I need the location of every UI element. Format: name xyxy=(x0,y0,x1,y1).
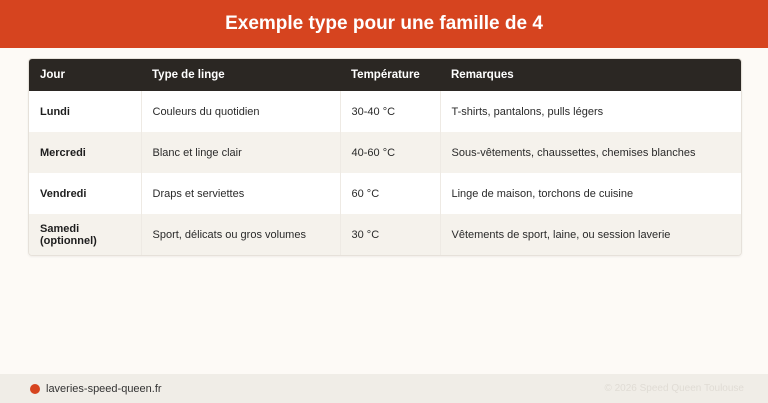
cell-type: Couleurs du quotidien xyxy=(141,91,341,132)
copyright: © 2026 Speed Queen Toulouse xyxy=(604,383,744,394)
column-header-type: Type de linge xyxy=(141,59,340,91)
schedule-table: Jour Type de linge Température Remarques… xyxy=(28,58,742,256)
cell-type: Blanc et linge clair xyxy=(141,132,341,173)
cell-temperature: 60 °C xyxy=(340,173,441,214)
cell-temperature: 30 °C xyxy=(340,214,441,255)
cell-remarks: T-shirts, pantalons, pulls légers xyxy=(440,91,741,132)
column-header-jour: Jour xyxy=(29,59,141,91)
table-header-row: Jour Type de linge Température Remarques xyxy=(29,59,741,91)
table-row: Lundi Couleurs du quotidien 30-40 °C T-s… xyxy=(29,91,741,132)
cell-type: Sport, délicats ou gros volumes xyxy=(141,214,341,255)
table-row: Vendredi Draps et serviettes 60 °C Linge… xyxy=(29,173,741,214)
cell-type: Draps et serviettes xyxy=(141,173,341,214)
column-header-remarques: Remarques xyxy=(440,59,741,91)
site-link[interactable]: laveries-speed-queen.fr xyxy=(46,382,162,395)
cell-temperature: 40-60 °C xyxy=(340,132,441,173)
table-row: Mercredi Blanc et linge clair 40-60 °C S… xyxy=(29,132,741,173)
cell-remarks: Linge de maison, torchons de cuisine xyxy=(440,173,741,214)
cell-temperature: 30-40 °C xyxy=(340,91,441,132)
table-row: Samedi (optionnel) Sport, délicats ou gr… xyxy=(29,214,741,255)
cell-remarks: Sous-vêtements, chaussettes, chemises bl… xyxy=(440,132,741,173)
brand-dot-icon xyxy=(30,383,40,394)
cell-day: Lundi xyxy=(29,91,142,132)
page-header: Exemple type pour une famille de 4 xyxy=(0,0,768,48)
cell-day: Mercredi xyxy=(29,132,142,173)
cell-day: Vendredi xyxy=(29,173,142,214)
cell-day: Samedi (optionnel) xyxy=(29,214,142,255)
page-title: Exemple type pour une famille de 4 xyxy=(225,13,543,34)
cell-remarks: Vêtements de sport, laine, ou session la… xyxy=(440,214,741,255)
column-header-temperature: Température xyxy=(340,59,440,91)
footer: laveries-speed-queen.fr © 2026 Speed Que… xyxy=(0,374,768,403)
